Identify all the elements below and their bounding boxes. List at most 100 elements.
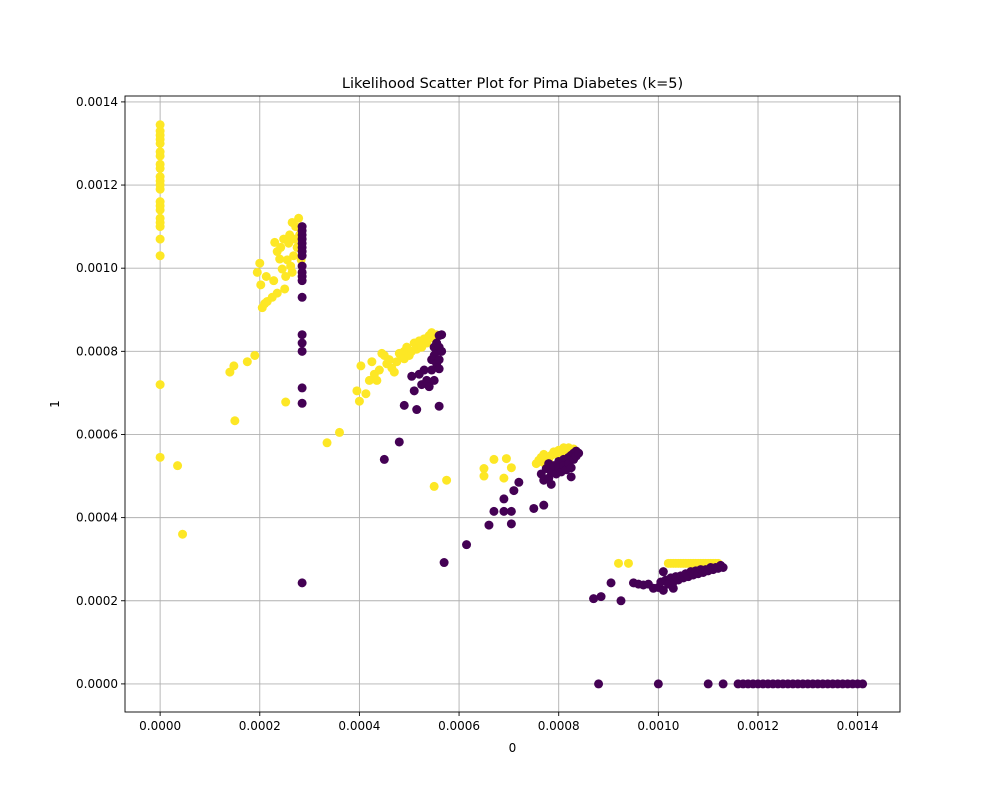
scatter-point [653,679,663,689]
grid-lines [125,96,900,712]
scatter-point [155,251,165,261]
scatter-point [409,386,419,396]
scatter-point [297,398,307,408]
x-tick-label: 0.0000 [139,719,181,733]
scatter-point [616,596,626,606]
scatter-point [422,338,432,348]
scatter-point [297,330,307,340]
scatter-point [155,138,165,148]
y-tick-label: 0.0010 [76,261,118,275]
scatter-point [275,254,285,264]
scatter-point [489,454,499,464]
scatter-point [270,237,280,247]
scatter-point [501,454,511,464]
scatter-point [718,562,728,572]
scatter-point [155,234,165,244]
scatter-point [374,365,384,375]
scatter-point [297,251,307,261]
scatter-point [173,461,183,471]
scatter-point [291,222,301,232]
y-tick-label: 0.0014 [76,95,118,109]
scatter-point [272,288,282,298]
y-tick-label: 0.0006 [76,427,118,441]
scatter-point [372,375,382,385]
scatter-point [506,506,516,516]
scatter-point [178,529,188,539]
scatter-point [514,477,524,487]
scatter-point [427,365,437,375]
scatter-point [506,519,516,529]
scatter-point [252,267,262,277]
x-tick-label: 0.0008 [538,719,580,733]
scatter-point [155,380,165,390]
scatter-point [356,361,366,371]
scatter-point [276,242,286,252]
scatter-point [281,272,291,282]
scatter-point [352,386,362,396]
scatter-point [367,357,377,367]
scatter-point [229,361,239,371]
scatter-point [322,438,332,448]
scatter-point [499,494,509,504]
scatter-point [277,264,287,274]
scatter-point [155,184,165,194]
scatter-point [546,479,556,489]
scatter-point [703,679,713,689]
scatter-point [606,578,616,588]
scatter-point [297,338,307,348]
scatter-point [529,503,539,513]
y-tick-label: 0.0004 [76,511,118,525]
scatter-point [623,558,633,568]
scatter-point [155,120,165,130]
scatter-point [429,481,439,491]
scatter-point [297,276,307,286]
scatter-point [297,346,307,356]
scatter-point [399,400,409,410]
scatter-point [462,540,472,550]
scatter-point [594,679,604,689]
scatter-point [613,558,623,568]
x-tick-label: 0.0002 [239,719,281,733]
y-tick-label: 0.0002 [76,594,118,608]
scatter-point [242,357,252,367]
scatter-point [437,346,447,356]
scatter-point [658,585,668,595]
scatter-point [364,375,374,385]
scatter-point [419,365,429,375]
scatter-point [407,371,417,381]
scatter-point [389,367,399,377]
scatter-point [434,401,444,411]
scatter-point [479,464,489,474]
scatter-point [155,452,165,462]
scatter-point [668,583,678,593]
scatter-point [596,592,606,602]
scatter-point [506,463,516,473]
scatter-point [574,448,584,458]
scatter-point [434,364,444,374]
scatter-point [566,472,576,482]
scatter-point [424,382,434,392]
scatter-point [155,151,165,161]
scatter-point [658,567,668,577]
scatter-point [250,350,260,360]
scatter-point [261,272,271,282]
scatter-point [566,463,576,473]
scatter-point [255,258,265,268]
x-tick-label: 0.0004 [338,719,380,733]
scatter-point [361,389,371,399]
scatter-point [281,397,291,407]
scatter-point [484,520,494,530]
scatter-point [297,292,307,302]
x-tick-label: 0.0012 [737,719,779,733]
scatter-point [354,396,364,406]
scatter-point [289,251,299,261]
scatter-point [539,500,549,510]
scatter-point [294,213,304,223]
y-tick-label: 0.0008 [76,344,118,358]
x-axis-label: 0 [509,741,517,755]
scatter-point [287,267,297,277]
scatter-point [442,475,452,485]
scatter-point [155,222,165,232]
